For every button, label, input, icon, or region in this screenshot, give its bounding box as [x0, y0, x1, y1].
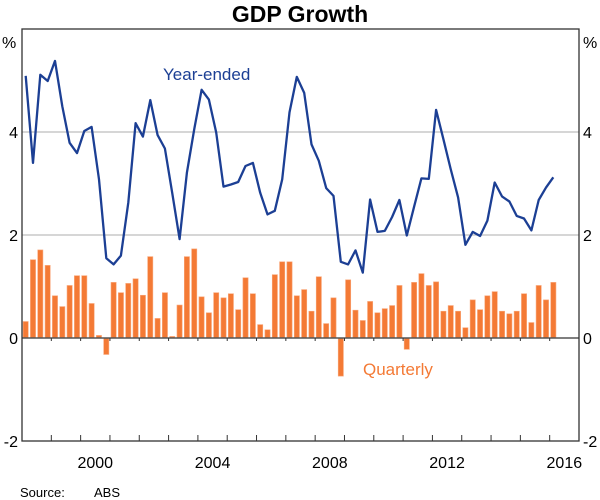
quarterly-bar — [220, 297, 227, 339]
quarterly-bar — [293, 295, 300, 339]
quarterly-bar — [44, 265, 51, 339]
quarterly-bar — [66, 285, 73, 339]
chart-title: GDP Growth — [232, 1, 368, 27]
quarterly-bar — [74, 275, 80, 339]
quarterly-bar — [389, 305, 396, 339]
quarterly-bar — [22, 321, 29, 339]
quarterly-bar — [367, 301, 374, 339]
quarterly-bar — [205, 312, 212, 339]
quarterly-bar — [499, 310, 505, 339]
quarterly-bar — [352, 309, 359, 339]
quarterly-bar — [543, 299, 549, 339]
quarterly-bar — [315, 276, 322, 339]
quarterly-bar — [484, 295, 491, 339]
quarterly-bar — [264, 329, 271, 339]
y-tick-label-left: 0 — [9, 331, 18, 348]
quarterly-bar — [118, 292, 124, 339]
quarterly-bar — [286, 261, 293, 339]
source-value: ABS — [94, 485, 120, 500]
quarterly-bar — [271, 274, 278, 339]
annotation-quarterly: Quarterly — [363, 360, 433, 379]
quarterly-bar — [249, 293, 256, 339]
quarterly-bar — [162, 292, 168, 339]
quarterly-bar — [227, 293, 234, 339]
quarterly-bar — [52, 295, 58, 339]
quarterly-bar — [301, 289, 308, 339]
quarterly-bar — [513, 310, 520, 339]
y-tick-label-right: 0 — [583, 331, 592, 348]
quarterly-bar — [330, 297, 337, 339]
quarterly-bar — [462, 327, 469, 339]
quarterly-bar — [191, 248, 198, 339]
source-label: Source: — [20, 485, 65, 500]
quarterly-bar — [279, 261, 286, 339]
y-unit-right: % — [583, 35, 597, 52]
quarterly-bar — [425, 285, 432, 339]
quarterly-bar — [506, 313, 513, 339]
quarterly-bar — [381, 308, 388, 339]
x-tick-label: 2016 — [547, 455, 583, 472]
plot-frame — [21, 28, 580, 442]
quarterly-bar — [125, 283, 132, 339]
quarterly-bar — [396, 285, 403, 339]
quarterly-bar — [359, 320, 366, 339]
quarterly-bar — [374, 312, 381, 339]
quarterly-bar — [411, 282, 417, 339]
quarterly-bar — [154, 318, 161, 339]
quarterly-bar — [345, 279, 352, 339]
quarterly-bar — [403, 337, 410, 350]
quarterly-bar — [337, 337, 344, 377]
quarterly-bar — [455, 310, 461, 339]
quarterly-bar — [242, 277, 249, 339]
y-tick-label-right: 4 — [583, 125, 592, 142]
quarterly-bar — [440, 310, 447, 339]
quarterly-bar — [477, 309, 483, 339]
quarterly-bar — [521, 293, 527, 339]
quarterly-bar — [433, 281, 439, 339]
y-tick-label-left: 2 — [9, 228, 18, 245]
quarterly-bar — [59, 306, 66, 339]
quarterly-bar — [491, 291, 498, 339]
quarterly-bar — [176, 304, 183, 339]
quarterly-bar — [140, 294, 146, 339]
x-tick-label: 2008 — [312, 455, 348, 472]
y-tick-label-left: -2 — [4, 434, 18, 451]
quarterly-bar — [447, 305, 454, 339]
quarterly-bar — [103, 337, 110, 355]
quarterly-bar — [235, 309, 242, 339]
quarterly-bar — [132, 278, 139, 339]
x-tick-label: 2012 — [429, 455, 465, 472]
quarterly-bar — [550, 282, 557, 339]
quarterly-bar — [308, 310, 315, 339]
quarterly-bar — [257, 324, 264, 339]
quarterly-bar — [37, 249, 44, 339]
quarterly-bar — [528, 322, 535, 339]
quarterly-bar — [30, 259, 36, 339]
quarterly-bar — [323, 323, 330, 339]
quarterly-bar — [469, 299, 476, 339]
quarterly-bar — [147, 256, 154, 339]
quarterly-bar — [535, 285, 542, 339]
quarterly-bar — [88, 303, 95, 339]
x-tick-label: 2000 — [77, 455, 113, 472]
quarterly-bar — [110, 282, 117, 339]
y-unit-left: % — [2, 35, 16, 52]
y-tick-label-right: 2 — [583, 228, 592, 245]
quarterly-bar — [213, 292, 220, 339]
year-ended-line — [24, 59, 555, 274]
quarterly-bar — [184, 256, 190, 339]
quarterly-bar — [81, 275, 88, 339]
quarterly-bar — [198, 296, 205, 339]
quarterly-bar — [418, 273, 425, 339]
y-tick-label-right: -2 — [583, 434, 597, 451]
annotation-year-ended: Year-ended — [163, 65, 250, 84]
x-tick-label: 2004 — [195, 455, 231, 472]
y-tick-label-left: 4 — [9, 125, 18, 142]
